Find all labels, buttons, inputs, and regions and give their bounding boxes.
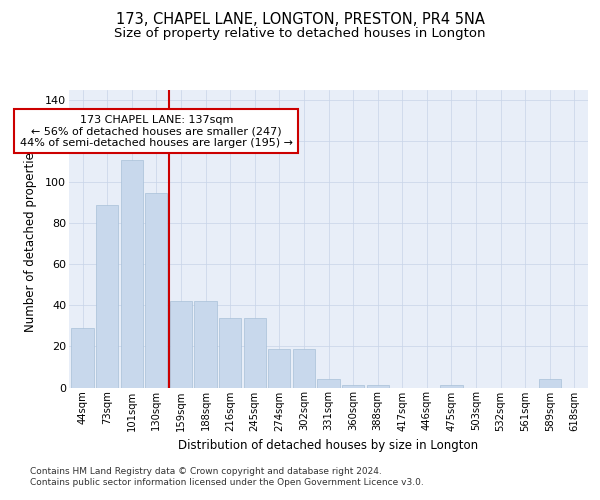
Text: 173 CHAPEL LANE: 137sqm
← 56% of detached houses are smaller (247)
44% of semi-d: 173 CHAPEL LANE: 137sqm ← 56% of detache…	[20, 114, 293, 148]
Bar	[121, 160, 143, 388]
Bar	[367, 386, 389, 388]
Bar	[317, 380, 340, 388]
Bar	[342, 386, 364, 388]
Bar	[145, 192, 167, 388]
Bar	[440, 386, 463, 388]
Bar	[244, 318, 266, 388]
Text: Contains public sector information licensed under the Open Government Licence v3: Contains public sector information licen…	[30, 478, 424, 487]
Bar	[96, 205, 118, 388]
Text: Size of property relative to detached houses in Longton: Size of property relative to detached ho…	[114, 28, 486, 40]
Bar	[539, 380, 561, 388]
Bar	[170, 302, 192, 388]
X-axis label: Distribution of detached houses by size in Longton: Distribution of detached houses by size …	[178, 439, 479, 452]
Bar	[293, 348, 315, 388]
Bar	[194, 302, 217, 388]
Text: Contains HM Land Registry data © Crown copyright and database right 2024.: Contains HM Land Registry data © Crown c…	[30, 467, 382, 476]
Bar	[71, 328, 94, 388]
Bar	[219, 318, 241, 388]
Y-axis label: Number of detached properties: Number of detached properties	[24, 146, 37, 332]
Bar	[268, 348, 290, 388]
Text: 173, CHAPEL LANE, LONGTON, PRESTON, PR4 5NA: 173, CHAPEL LANE, LONGTON, PRESTON, PR4 …	[116, 12, 484, 28]
